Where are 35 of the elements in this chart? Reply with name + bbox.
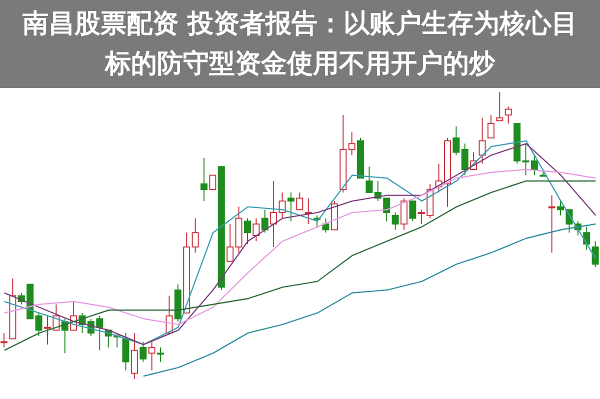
candlestick: [478, 117, 486, 164]
candlestick: [452, 126, 460, 156]
candlestick: [392, 212, 399, 230]
candlestick: [461, 143, 468, 176]
candlestick: [192, 218, 199, 254]
candlestick: [140, 341, 147, 362]
candlestick: [244, 218, 251, 245]
candlestick: [35, 312, 42, 336]
candlestick: [348, 132, 356, 156]
candlestick: [557, 200, 564, 216]
candlestick: [409, 200, 416, 222]
candlestick: [548, 194, 556, 254]
candlestick: [366, 166, 373, 193]
chart-title: 南昌股票配资 投资者报告：以账户生存为核心目标的防守型资金使用不用开户的炒: [0, 0, 600, 88]
candlestick: [130, 332, 138, 379]
candlestick: [148, 341, 156, 371]
candlestick: [504, 106, 512, 124]
candlestick: [278, 192, 286, 219]
candlestick: [287, 192, 294, 222]
candlestick: [530, 154, 538, 176]
candlestick: [122, 332, 130, 371]
candlestick: [583, 226, 590, 250]
candlestick: [322, 218, 330, 234]
candlestick: [209, 174, 216, 190]
candlestick: [157, 346, 164, 362]
candlestick: [487, 114, 494, 138]
candlestick: [226, 224, 234, 262]
candlestick: [400, 198, 408, 230]
candlestick: [296, 192, 304, 210]
candlestick: [496, 92, 504, 122]
candlestick: [0, 332, 8, 348]
candlestick: [252, 218, 260, 242]
candlestick: [270, 180, 278, 248]
candlestick: [200, 158, 208, 202]
candlestick: [261, 209, 268, 234]
